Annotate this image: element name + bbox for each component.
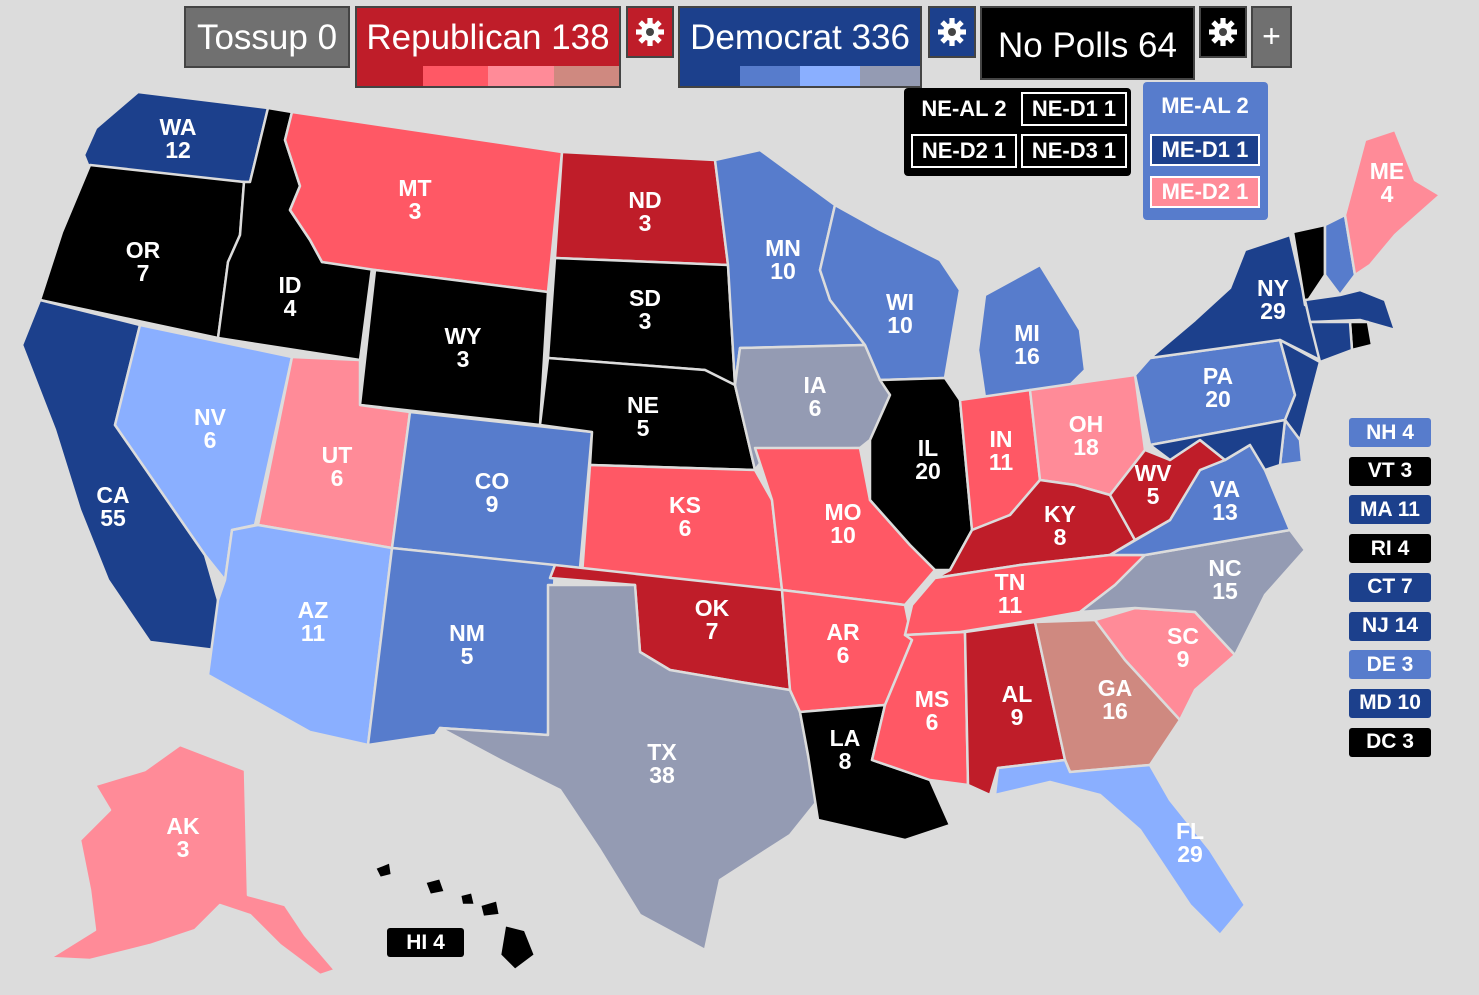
democrat-shade-row	[740, 66, 920, 86]
state-fl[interactable]	[993, 758, 1247, 937]
state-nm[interactable]	[366, 546, 557, 747]
tag-nh[interactable]: NH 4	[1349, 418, 1431, 447]
state-md[interactable]	[1148, 418, 1287, 472]
state-nd[interactable]	[553, 150, 730, 267]
state-wy[interactable]	[358, 268, 550, 427]
dem-shade-likely[interactable]	[740, 66, 800, 86]
state-ct[interactable]	[1308, 320, 1354, 364]
tag-vt[interactable]: VT 3	[1349, 456, 1431, 486]
state-co[interactable]	[390, 410, 594, 570]
state-ny[interactable]	[1148, 233, 1322, 362]
state-ri[interactable]	[1348, 320, 1374, 352]
tag-nj[interactable]: NJ 14	[1349, 611, 1431, 641]
tossup-label: Tossup 0	[196, 18, 338, 57]
state-mt[interactable]	[283, 110, 564, 294]
tag-md[interactable]: MD 10	[1349, 688, 1431, 718]
tag-de[interactable]: DE 3	[1349, 650, 1431, 680]
ne-d3-button[interactable]: NE-D3 1	[1021, 134, 1127, 168]
gear-icon	[938, 18, 966, 46]
democrat-label: Democrat 336	[690, 18, 910, 57]
republican-button[interactable]: Republican 138	[355, 6, 621, 88]
republican-label: Republican 138	[366, 18, 610, 57]
dem-shade-lean[interactable]	[800, 66, 860, 86]
ne-d1-button[interactable]: NE-D1 1	[1021, 92, 1127, 126]
state-il[interactable]	[868, 376, 974, 572]
me-al-button[interactable]: ME-AL 2	[1148, 88, 1262, 124]
no-polls-label: No Polls 64	[998, 26, 1177, 65]
republican-settings-button[interactable]	[626, 6, 674, 58]
democrat-button[interactable]: Democrat 336	[678, 6, 922, 88]
no-polls-button[interactable]: No Polls 64	[980, 6, 1195, 80]
republican-shade-row	[423, 66, 619, 86]
no-polls-settings-button[interactable]	[1199, 6, 1247, 58]
rep-shade-likely[interactable]	[423, 66, 489, 86]
state-hi[interactable]	[373, 860, 537, 972]
tag-hi[interactable]: HI 4	[387, 928, 464, 957]
me-d1-button[interactable]: ME-D1 1	[1150, 134, 1260, 166]
state-tx[interactable]	[438, 583, 820, 952]
democrat-settings-button[interactable]	[928, 6, 976, 58]
gear-icon	[1209, 18, 1237, 46]
state-ak[interactable]	[48, 743, 337, 977]
state-az[interactable]	[206, 523, 394, 747]
state-mi[interactable]	[976, 263, 1087, 400]
ne-al-button[interactable]: NE-AL 2	[911, 92, 1017, 126]
rep-shade-lean[interactable]	[488, 66, 554, 86]
state-me[interactable]	[1343, 128, 1442, 277]
add-category-button[interactable]: +	[1251, 6, 1292, 68]
me-d2-button[interactable]: ME-D2 1	[1150, 176, 1260, 208]
ne-d2-button[interactable]: NE-D2 1	[911, 134, 1017, 168]
gear-icon	[636, 18, 664, 46]
dem-shade-tilt[interactable]	[860, 66, 920, 86]
tag-ct[interactable]: CT 7	[1349, 572, 1431, 602]
add-icon: +	[1262, 18, 1281, 54]
rep-shade-tilt[interactable]	[553, 66, 619, 86]
tag-ri[interactable]: RI 4	[1349, 534, 1431, 564]
tossup-button[interactable]: Tossup 0	[184, 6, 350, 68]
tag-ma[interactable]: MA 11	[1349, 495, 1431, 525]
tag-dc[interactable]: DC 3	[1349, 727, 1431, 757]
